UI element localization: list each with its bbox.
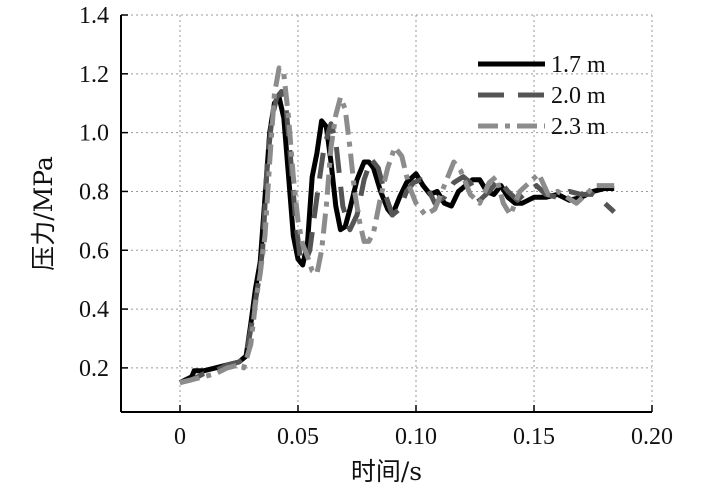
legend-label-3: 2.3 m bbox=[551, 114, 606, 140]
grid bbox=[121, 14, 653, 412]
axes bbox=[120, 15, 652, 413]
legend-label-2: 2.0 m bbox=[551, 83, 606, 109]
x-axis-title: 时间/s bbox=[351, 457, 422, 486]
series-line-1 bbox=[178, 94, 615, 385]
legend: 1.7 m 2.0 m 2.3 m bbox=[478, 52, 606, 140]
series-line-2 bbox=[179, 89, 616, 386]
series-lines bbox=[178, 65, 616, 386]
y-tick-label: 1.0 bbox=[79, 121, 109, 147]
y-tick-label: 1.4 bbox=[79, 3, 109, 29]
x-tick-label: 0.20 bbox=[631, 424, 673, 450]
y-tick-label: 0.8 bbox=[79, 179, 109, 205]
x-tick-label: 0.15 bbox=[513, 424, 555, 450]
y-tick-label: 0.2 bbox=[79, 356, 109, 382]
x-tick-label: 0.05 bbox=[277, 424, 319, 450]
x-tick-label: 0 bbox=[174, 424, 186, 450]
series-line-3 bbox=[179, 65, 615, 386]
ticks: 0 0.05 0.10 0.15 0.20 0.2 0.4 0.6 0.8 1.0 1.2 1.4 bbox=[79, 3, 673, 450]
y-axis-title: 压力/MPa bbox=[29, 156, 58, 271]
x-tick-label: 0.10 bbox=[395, 424, 437, 450]
y-tick-label: 1.2 bbox=[79, 62, 109, 88]
y-tick-label: 0.4 bbox=[79, 297, 109, 323]
legend-label-1: 1.7 m bbox=[551, 52, 606, 78]
y-tick-label: 0.6 bbox=[79, 238, 109, 264]
